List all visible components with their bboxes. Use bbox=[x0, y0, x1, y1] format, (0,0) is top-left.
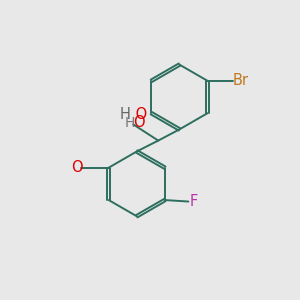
Text: H: H bbox=[124, 116, 135, 130]
Text: Br: Br bbox=[233, 73, 249, 88]
Text: O: O bbox=[133, 116, 144, 130]
Text: O: O bbox=[71, 160, 83, 175]
Text: F: F bbox=[190, 194, 198, 209]
Text: H: H bbox=[120, 107, 131, 122]
Text: O: O bbox=[131, 107, 147, 122]
